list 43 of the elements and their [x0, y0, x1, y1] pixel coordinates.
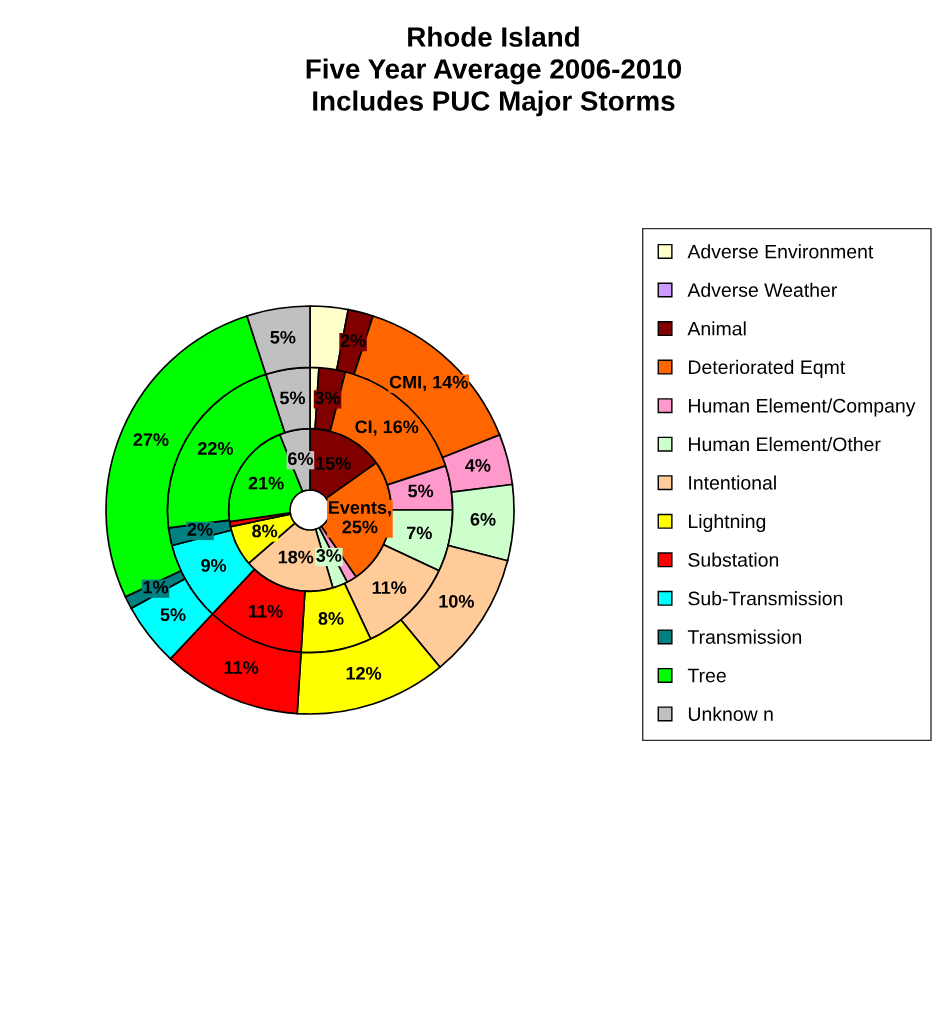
data-label: 2% [340, 334, 366, 347]
data-label: 4% [465, 459, 491, 472]
data-label: 8% [252, 524, 278, 538]
legend-label: Transmission [687, 629, 802, 644]
legend-label: Unknow n [688, 706, 773, 721]
data-label: 6% [288, 452, 313, 466]
data-label: 1% [143, 580, 169, 594]
legend-label: Adverse Environment [687, 244, 874, 259]
data-label: 8% [318, 612, 344, 625]
data-label: CI, 16% [355, 420, 419, 436]
data-label: 10% [439, 594, 474, 608]
data-label: 11% [372, 581, 407, 595]
data-label: 3% [316, 549, 342, 562]
data-label: 6% [470, 512, 496, 526]
legend-label: Sub-Transmission [688, 591, 843, 606]
data-label: 2% [187, 523, 213, 536]
data-label: 5% [408, 484, 434, 498]
legend-label: Substation [688, 552, 779, 567]
data-label: CMI, 14% [389, 375, 468, 392]
legend-label: Animal [687, 321, 746, 336]
data-label: 27% [133, 433, 169, 446]
chart-title: Rhode Island Five Year Average 2006-2010 Includes PUC Major Storms [306, 26, 682, 117]
data-label: 7% [407, 526, 432, 540]
data-label: 9% [201, 559, 227, 572]
legend-label: Deteriorated Eqmt [689, 359, 846, 378]
data-label: 3% [314, 391, 341, 405]
data-label: 18% [278, 550, 314, 564]
data-label: 12% [346, 666, 382, 680]
data-label: 5% [279, 391, 306, 405]
data-label: 22% [197, 442, 234, 455]
legend-label: Human Element/Company [689, 398, 916, 417]
data-label: 5% [270, 330, 296, 344]
legend-label: Human Element/Other [689, 436, 881, 452]
data-label: Events, 25% [328, 501, 391, 534]
legend-label: Lightning [689, 513, 766, 533]
legend-label: Adverse Weather [687, 282, 837, 298]
legend-label: Tree [687, 668, 726, 683]
legend-label: Intentional [689, 475, 776, 490]
data-label: 11% [249, 604, 283, 618]
data-label: 11% [224, 661, 259, 674]
data-label: 15% [316, 457, 351, 470]
data-label: 5% [160, 608, 186, 622]
data-label: 21% [248, 476, 284, 490]
